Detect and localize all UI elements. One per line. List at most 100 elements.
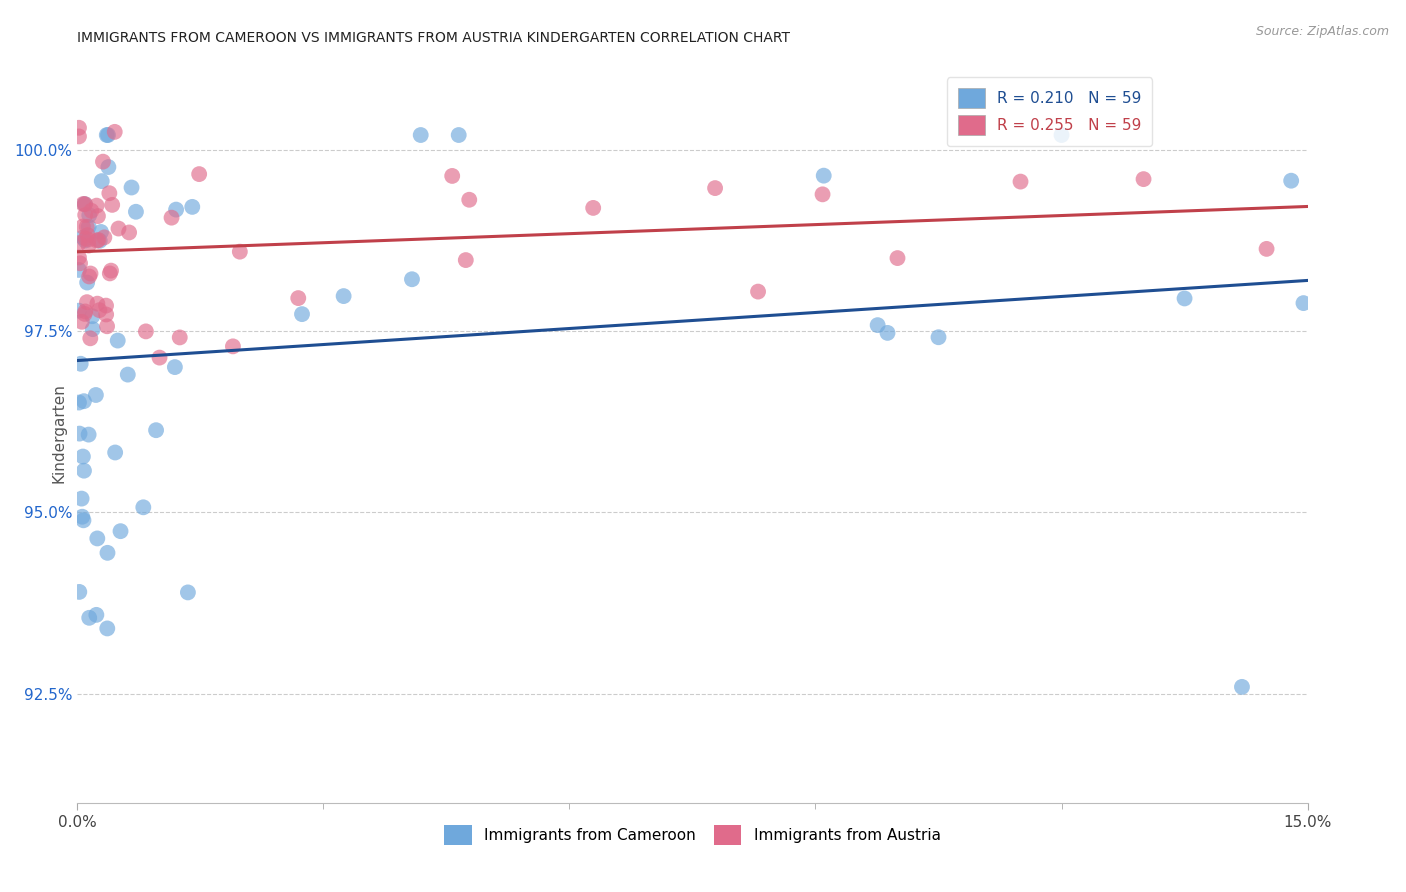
Point bbox=[75, 208, 97, 222]
Point bbox=[69, 357, 91, 371]
Point bbox=[169, 330, 191, 344]
Point bbox=[107, 334, 129, 348]
Text: Source: ZipAtlas.com: Source: ZipAtlas.com bbox=[1256, 25, 1389, 38]
Point bbox=[107, 221, 129, 235]
Point bbox=[86, 296, 108, 310]
Point bbox=[117, 368, 139, 382]
Point bbox=[1050, 128, 1073, 142]
Point bbox=[67, 263, 90, 277]
Point bbox=[582, 201, 605, 215]
Point bbox=[90, 225, 112, 239]
Point bbox=[75, 234, 97, 248]
Point bbox=[118, 226, 141, 240]
Point bbox=[86, 607, 108, 622]
Point bbox=[77, 233, 100, 247]
Point bbox=[1292, 296, 1315, 310]
Point bbox=[125, 204, 148, 219]
Point bbox=[104, 445, 127, 459]
Y-axis label: Kindergarten: Kindergarten bbox=[51, 383, 66, 483]
Point bbox=[101, 198, 124, 212]
Point bbox=[97, 128, 120, 142]
Point bbox=[67, 120, 90, 135]
Point bbox=[96, 319, 118, 334]
Point bbox=[704, 181, 727, 195]
Point bbox=[75, 231, 97, 245]
Point bbox=[98, 186, 121, 201]
Point bbox=[747, 285, 769, 299]
Point bbox=[458, 193, 481, 207]
Point bbox=[177, 585, 200, 599]
Point bbox=[73, 394, 96, 409]
Point bbox=[77, 238, 100, 252]
Point bbox=[100, 263, 122, 277]
Point bbox=[91, 154, 114, 169]
Point bbox=[148, 351, 170, 365]
Point bbox=[163, 360, 186, 375]
Point bbox=[1132, 172, 1154, 186]
Point bbox=[454, 253, 477, 268]
Point bbox=[90, 174, 112, 188]
Point bbox=[79, 267, 101, 281]
Point bbox=[82, 322, 104, 336]
Point bbox=[70, 315, 93, 329]
Point bbox=[1256, 242, 1278, 256]
Point bbox=[291, 307, 314, 321]
Point bbox=[96, 546, 118, 560]
Point bbox=[77, 611, 100, 625]
Point bbox=[110, 524, 132, 538]
Point bbox=[72, 219, 94, 234]
Point bbox=[76, 219, 98, 234]
Point bbox=[811, 187, 834, 202]
Point bbox=[86, 532, 108, 546]
Point bbox=[876, 326, 898, 340]
Point bbox=[73, 464, 96, 478]
Point bbox=[222, 339, 245, 353]
Point bbox=[145, 423, 167, 437]
Point bbox=[67, 395, 90, 409]
Point bbox=[813, 169, 835, 183]
Point bbox=[97, 160, 120, 174]
Point bbox=[165, 202, 187, 217]
Point bbox=[75, 304, 97, 318]
Point bbox=[332, 289, 354, 303]
Point bbox=[73, 197, 96, 211]
Point bbox=[72, 230, 94, 244]
Point bbox=[77, 427, 100, 442]
Point bbox=[1174, 292, 1197, 306]
Point bbox=[80, 203, 103, 218]
Point bbox=[401, 272, 423, 286]
Point bbox=[135, 325, 157, 339]
Point bbox=[72, 197, 94, 211]
Point bbox=[76, 276, 98, 290]
Point bbox=[96, 622, 118, 636]
Point bbox=[447, 128, 470, 142]
Point bbox=[132, 500, 155, 515]
Point bbox=[75, 197, 97, 211]
Point bbox=[77, 208, 100, 222]
Point bbox=[89, 234, 111, 248]
Point bbox=[77, 269, 100, 284]
Point bbox=[73, 307, 96, 321]
Point bbox=[67, 236, 90, 251]
Point bbox=[1279, 174, 1302, 188]
Point bbox=[69, 426, 91, 441]
Point bbox=[94, 308, 117, 322]
Point bbox=[76, 228, 98, 243]
Point bbox=[121, 180, 143, 194]
Point bbox=[67, 303, 90, 318]
Point bbox=[89, 303, 111, 318]
Point bbox=[928, 330, 950, 344]
Point bbox=[86, 234, 108, 248]
Point bbox=[160, 211, 183, 225]
Point bbox=[69, 256, 91, 270]
Point bbox=[77, 219, 100, 234]
Point bbox=[76, 295, 98, 310]
Point bbox=[67, 585, 90, 599]
Point bbox=[94, 299, 117, 313]
Point bbox=[79, 331, 101, 345]
Point bbox=[886, 251, 908, 265]
Text: IMMIGRANTS FROM CAMEROON VS IMMIGRANTS FROM AUSTRIA KINDERGARTEN CORRELATION CHA: IMMIGRANTS FROM CAMEROON VS IMMIGRANTS F… bbox=[77, 31, 790, 45]
Point bbox=[229, 244, 252, 259]
Point bbox=[1010, 175, 1032, 189]
Point bbox=[98, 267, 121, 281]
